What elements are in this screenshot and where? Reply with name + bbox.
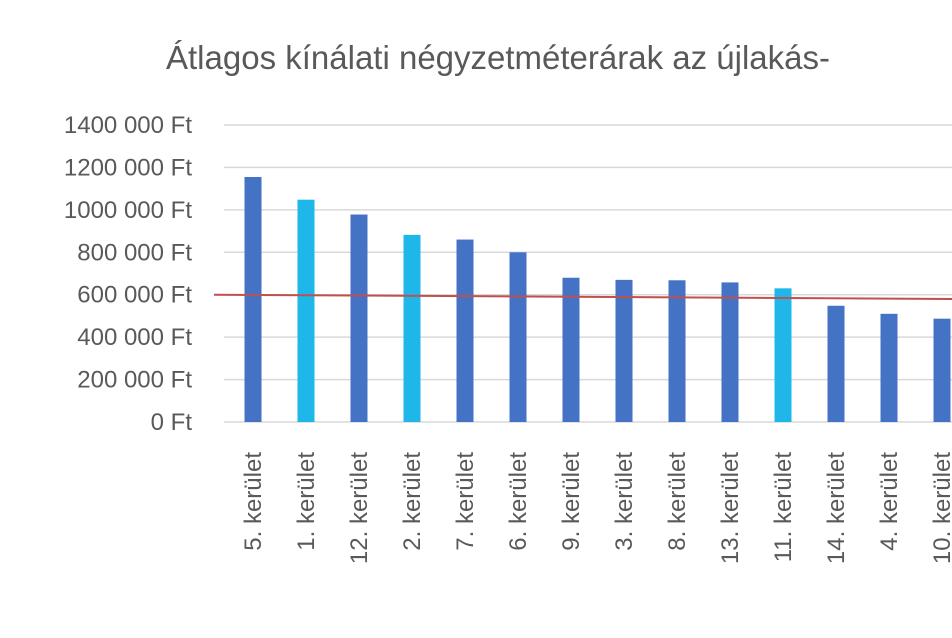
bar bbox=[456, 239, 474, 422]
bar bbox=[827, 305, 845, 422]
y-tick-label: 1200 000 Ft bbox=[64, 154, 192, 181]
bar bbox=[562, 277, 580, 422]
y-tick-label: 400 000 Ft bbox=[77, 324, 192, 351]
x-tick-label: 14. kerület bbox=[823, 452, 850, 564]
bar bbox=[880, 313, 898, 422]
x-tick-label: 1. kerület bbox=[293, 452, 320, 551]
bar bbox=[668, 280, 686, 422]
y-tick-label: 1000 000 Ft bbox=[64, 197, 192, 224]
x-tick-label: 3. kerület bbox=[611, 452, 638, 551]
bar bbox=[721, 282, 739, 422]
y-tick-label: 200 000 Ft bbox=[77, 367, 192, 394]
x-axis-labels: 5. kerület 1. kerület 12. kerület 2. kerüle… bbox=[240, 452, 952, 564]
x-tick-label: 8. kerület bbox=[664, 452, 691, 551]
x-tick-label: 9. kerület bbox=[558, 452, 585, 551]
x-tick-label: 2. kerület bbox=[399, 452, 426, 551]
y-tick-label: 0 Ft bbox=[151, 409, 193, 436]
x-tick-label: 5. kerület bbox=[240, 452, 267, 551]
y-tick-label: 800 000 Ft bbox=[77, 239, 192, 266]
x-tick-label: 4. kerület bbox=[876, 452, 903, 551]
bars bbox=[244, 176, 951, 422]
y-tick-label: 600 000 Ft bbox=[77, 282, 192, 309]
average-line-path bbox=[213, 293, 952, 300]
bar bbox=[244, 176, 262, 422]
bar bbox=[774, 288, 792, 422]
y-tick-label: 1400 000 Ft bbox=[64, 112, 192, 139]
bar bbox=[509, 252, 527, 422]
x-tick-label: 6. kerület bbox=[505, 452, 532, 551]
chart-title: Átlagos kínálati négyzetméterárak az újl… bbox=[166, 39, 830, 76]
bar bbox=[615, 279, 633, 422]
x-tick-label: 11. kerület bbox=[770, 452, 797, 563]
bar bbox=[403, 234, 421, 422]
bar bbox=[350, 214, 368, 422]
y-axis-labels: 0 Ft 200 000 Ft 400 000 Ft 600 000 Ft 800 00… bbox=[64, 112, 192, 436]
average-line bbox=[213, 293, 952, 300]
x-tick-label: 12. kerület bbox=[346, 452, 373, 564]
x-tick-label: 13. kerület bbox=[717, 452, 744, 564]
x-tick-label: 7. kerület bbox=[452, 452, 479, 551]
bar bbox=[933, 318, 951, 422]
x-tick-label: 10. kerület bbox=[929, 452, 952, 564]
bar bbox=[297, 199, 315, 422]
